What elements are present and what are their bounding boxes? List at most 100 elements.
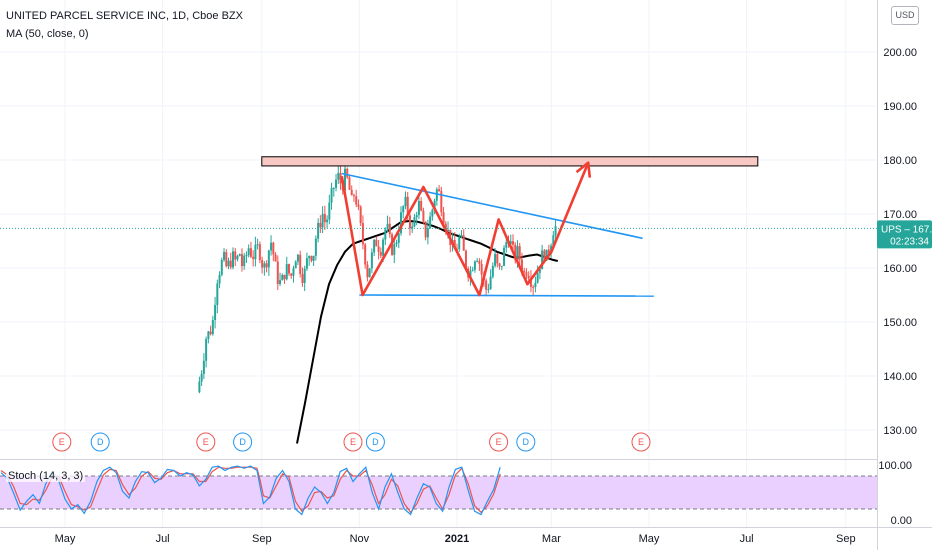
candle-down	[547, 249, 550, 254]
candle-up	[473, 261, 476, 270]
candle-down	[512, 241, 514, 245]
candle-down	[274, 254, 277, 262]
stoch-band	[0, 476, 877, 509]
candle-up	[335, 179, 338, 188]
chart-title: UNITED PARCEL SERVICE INC, 1D, Cboe BZX	[6, 10, 243, 22]
candle-up	[368, 268, 371, 278]
candle-down	[442, 212, 445, 224]
price-tick-label: 150.00	[883, 317, 917, 329]
time-tick-label: Nov	[350, 533, 370, 545]
candle-down	[357, 204, 360, 207]
candle-down	[480, 263, 483, 275]
event-label: E	[59, 437, 65, 447]
time-tick-label: Jul	[740, 533, 754, 545]
stoch-legend: Stoch (14, 3, 3)	[6, 470, 86, 482]
candle-down	[364, 244, 367, 265]
candle-up	[326, 219, 329, 223]
time-tick-label: May	[639, 533, 660, 545]
candle-up	[373, 239, 376, 253]
dividend-event-marker	[365, 432, 385, 452]
candle-down	[420, 200, 423, 211]
candle-down	[529, 278, 532, 287]
candle-up	[433, 200, 436, 210]
price-tag-text: UPS – 167.34	[881, 224, 932, 235]
candle-down	[514, 244, 517, 261]
candle-up	[256, 244, 259, 246]
candle-up	[541, 250, 544, 270]
currency-button[interactable]: USD	[891, 6, 919, 25]
candle-down	[424, 221, 427, 238]
candle-up	[344, 168, 346, 191]
candle-down	[377, 246, 380, 253]
stoch-pane	[0, 465, 877, 516]
event-label: D	[523, 437, 530, 447]
candle-down	[265, 263, 268, 268]
earnings-event-marker	[489, 432, 509, 452]
candle-down	[422, 210, 425, 222]
candle-up	[337, 172, 340, 180]
candle-down	[525, 272, 528, 276]
price-tag-box	[877, 220, 932, 249]
candle-up	[238, 254, 241, 256]
candle-down	[444, 223, 447, 232]
candle-up	[270, 242, 273, 251]
price-tick-label: 200.00	[883, 47, 917, 59]
candle-up	[317, 222, 320, 239]
candle-up	[447, 229, 450, 232]
candle-down	[498, 263, 501, 267]
candle-up	[516, 246, 519, 261]
price-tick-label: 180.00	[883, 155, 917, 167]
drawings[interactable]	[261, 156, 759, 297]
candle-down	[375, 239, 378, 247]
stoch-k-line	[0, 465, 501, 516]
candle-down	[388, 223, 391, 235]
candle-down	[225, 252, 228, 267]
candle-down	[346, 168, 349, 178]
candle-down	[323, 214, 326, 223]
price-tick-label: 140.00	[883, 371, 917, 383]
dividend-event-marker	[516, 432, 536, 452]
candle-up	[509, 241, 512, 244]
ma-path	[296, 219, 559, 444]
candle-down	[523, 270, 526, 273]
upper-trendline	[341, 172, 643, 240]
price-tag-countdown: 02:23:34	[890, 236, 929, 247]
candle-up	[552, 235, 555, 246]
candle-up	[223, 252, 226, 261]
candle-up	[216, 283, 219, 306]
candle-down	[478, 260, 481, 264]
candle-down	[352, 195, 355, 197]
ma-legend: MA (50, close, 0)	[6, 28, 89, 40]
price-tick-label: 160.00	[883, 263, 917, 275]
candle-up	[476, 260, 479, 262]
candle-down	[462, 235, 465, 251]
candle-down	[339, 172, 342, 184]
candle-up	[332, 187, 335, 189]
time-tick-label: Mar	[542, 533, 561, 545]
pattern-path	[340, 162, 590, 297]
candle-up	[505, 242, 508, 248]
candle-up	[220, 260, 223, 275]
candle-down	[543, 250, 546, 261]
candle-up	[292, 268, 295, 276]
candle-up	[500, 265, 503, 267]
price-tick-label: 170.00	[883, 209, 917, 221]
time-tick-label: May	[55, 533, 76, 545]
candle-down	[355, 196, 358, 205]
candle-up	[489, 276, 492, 289]
candle-up	[198, 381, 201, 393]
candle-up	[370, 252, 373, 269]
candle-up	[413, 217, 416, 227]
candle-down	[234, 251, 237, 260]
grid	[0, 0, 877, 527]
candle-down	[348, 177, 351, 190]
candle-down	[310, 256, 313, 261]
candle-up	[554, 226, 557, 236]
candle-down	[406, 196, 409, 216]
candle-up	[330, 188, 333, 203]
candle-up	[460, 235, 463, 237]
candle-down	[440, 191, 443, 213]
candle-up	[285, 264, 288, 280]
candle-up	[314, 238, 317, 256]
